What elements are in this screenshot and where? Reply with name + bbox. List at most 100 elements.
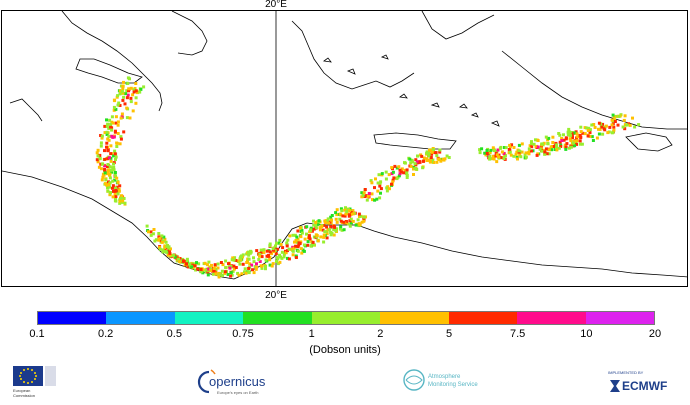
plume-cell — [305, 232, 308, 236]
plume-cell — [588, 128, 592, 132]
plume-cell — [291, 253, 295, 257]
plume-cell — [115, 95, 119, 99]
plume-cell — [332, 228, 336, 231]
colorbar-tick-label: 7.5 — [510, 328, 526, 340]
plume-cell — [100, 178, 104, 182]
plume-cell — [157, 238, 161, 242]
plume-cell — [112, 168, 116, 172]
plume-cell — [314, 221, 318, 224]
plume-cell — [268, 258, 272, 262]
plume-cell — [105, 145, 108, 149]
plume-cell — [322, 240, 326, 244]
plume-cell — [306, 243, 310, 247]
plume-cell — [428, 148, 431, 152]
plume-cell — [387, 173, 391, 177]
plume-cell — [106, 172, 109, 176]
plume-cell — [163, 246, 167, 250]
plume-cell — [512, 154, 516, 158]
plume-cell — [104, 178, 108, 182]
plume-cell — [203, 261, 207, 265]
plume-cell — [421, 166, 425, 170]
colorbar-ticks: 0.1 0.2 0.5 0.75 1 2 5 7.5 10 20 — [29, 328, 661, 342]
plume-cell — [421, 159, 425, 163]
plume-cell — [384, 177, 388, 181]
plume-cell — [489, 148, 493, 152]
plume-cell — [119, 137, 123, 141]
colorbar-tick-label: 2 — [377, 328, 384, 340]
plume-cell — [622, 118, 626, 122]
plume-cell — [129, 96, 133, 100]
plume-cell — [291, 233, 295, 237]
plume-cell — [351, 219, 355, 223]
plume-cell — [357, 212, 361, 216]
plume-cell — [379, 180, 383, 184]
plume-cell — [445, 154, 449, 158]
plume-cell — [552, 145, 556, 148]
plume-cell — [309, 226, 313, 230]
plume-cell — [498, 146, 502, 150]
plume-cell — [114, 155, 118, 159]
plume-cell — [165, 245, 169, 248]
plume-cell — [621, 125, 625, 129]
plume-cell — [567, 146, 571, 150]
plume-cell — [370, 181, 374, 185]
plume-cell — [108, 181, 112, 185]
plume-cell — [275, 260, 278, 263]
plume-cell — [131, 93, 135, 97]
plume-cell — [588, 134, 592, 138]
plume-cell — [279, 243, 283, 246]
plume-cell — [579, 136, 583, 140]
plume-cell — [588, 131, 592, 135]
plume-cell — [302, 249, 306, 253]
plume-cell — [485, 152, 489, 155]
plume-cell — [109, 191, 112, 195]
plume-cell — [233, 256, 237, 260]
plume-cell — [555, 148, 559, 152]
plume-cell — [569, 139, 573, 143]
plume-cell — [551, 135, 555, 139]
plume-cell — [322, 223, 326, 227]
plume-cell — [325, 225, 329, 229]
plume-cell — [524, 155, 528, 159]
plume-cell — [157, 232, 161, 235]
plume-cell — [240, 272, 244, 276]
plume-cell — [234, 259, 238, 262]
plume-cell — [412, 173, 415, 176]
plume-cell — [229, 274, 233, 278]
plume-cell — [610, 123, 614, 127]
plume-cell — [553, 148, 557, 151]
plume-cell — [300, 231, 304, 235]
plume-cell — [536, 139, 540, 142]
plume-cell — [422, 156, 426, 160]
plume-cell — [168, 249, 171, 253]
plume-cell — [99, 141, 103, 145]
plume-cell — [516, 157, 519, 161]
longitude-label-bottom: 20°E — [265, 290, 287, 301]
plume-cell — [348, 209, 352, 213]
plume-cell — [612, 125, 616, 129]
plume-cell — [557, 146, 561, 150]
plume-cell — [223, 270, 227, 274]
plume-cell — [342, 228, 346, 232]
plume-cell — [172, 253, 176, 257]
plume-cell — [109, 159, 113, 163]
plume-cell — [280, 250, 284, 254]
plume-cell — [547, 136, 551, 140]
plume-cell — [366, 194, 370, 198]
coastline-sicily — [75, 58, 143, 84]
plume-cell — [117, 101, 121, 105]
plume-cell — [569, 145, 573, 149]
plume-cell — [108, 118, 112, 122]
plume-cell — [369, 179, 373, 183]
plume-cell — [106, 165, 109, 168]
plume-cell — [338, 217, 342, 221]
plume-cell — [329, 225, 333, 229]
plume-cell — [116, 120, 120, 124]
plume-cell — [106, 122, 110, 126]
plume-cell — [315, 234, 319, 238]
plume-cell — [441, 157, 445, 161]
plume-cell — [109, 122, 113, 126]
plume-cell — [116, 132, 120, 135]
map-canvas — [2, 11, 687, 286]
plume-cell — [111, 184, 115, 188]
